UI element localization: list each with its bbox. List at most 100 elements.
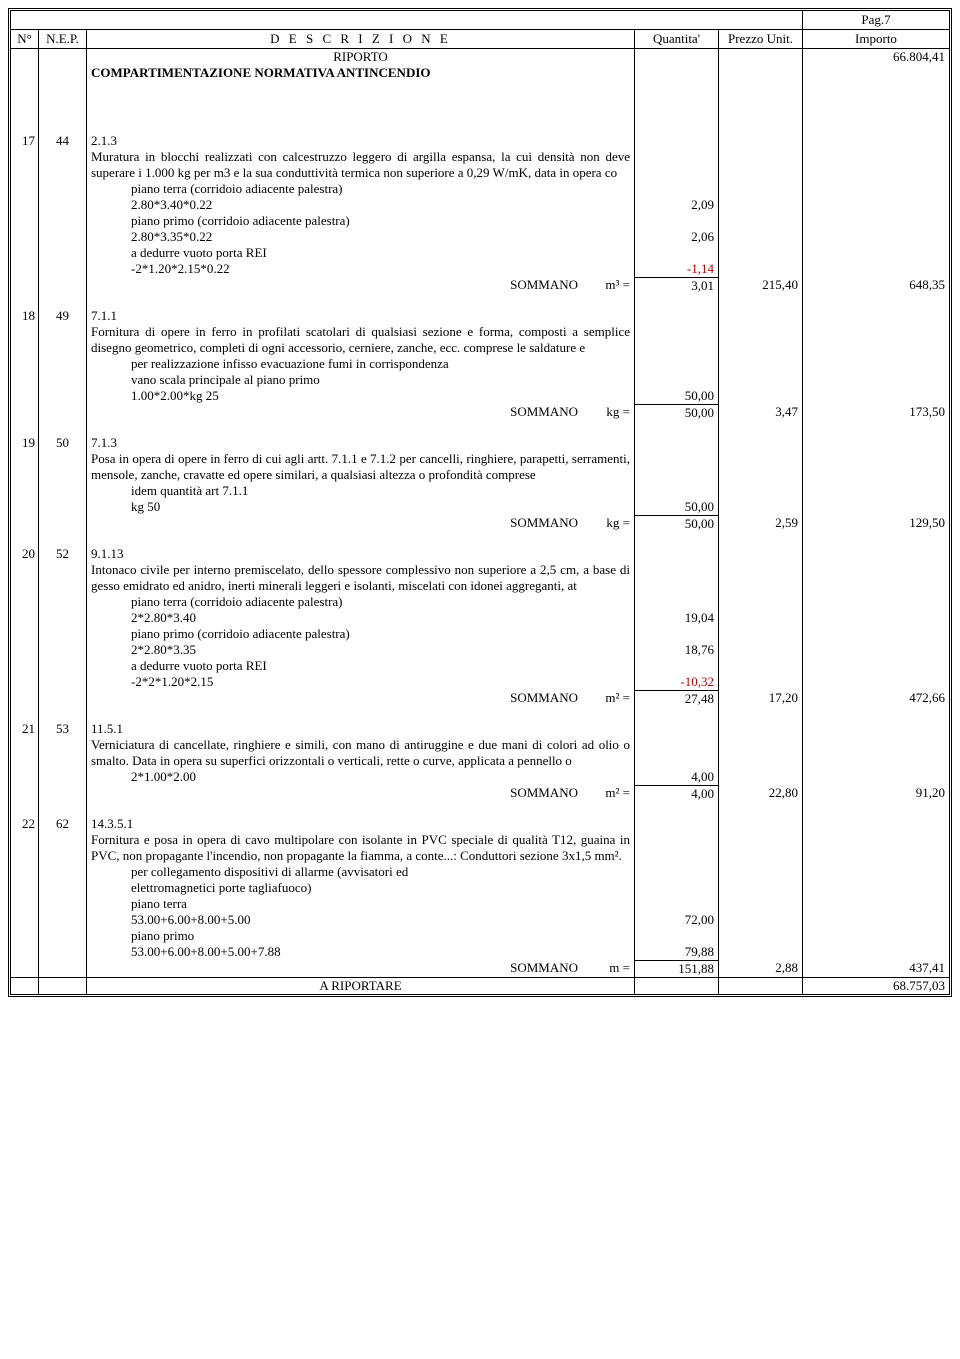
sommano-label: SOMMANOm³ =: [87, 277, 635, 294]
item-desc: Intonaco civile per interno premiscelato…: [87, 562, 635, 594]
item-desc-row: Intonaco civile per interno premiscelato…: [11, 562, 949, 594]
item-nep: 52: [39, 546, 87, 562]
item-detail-qty: 18,76: [635, 642, 719, 658]
section-row: COMPARTIMENTAZIONE NORMATIVA ANTINCENDIO: [11, 65, 949, 81]
item-detail-qty: 50,00: [635, 499, 719, 515]
header-price: Prezzo Unit.: [719, 30, 803, 48]
item-code-row: 17442.1.3: [11, 133, 949, 149]
item-desc-row: Fornitura e posa in opera di cavo multip…: [11, 832, 949, 864]
item-detail-row: piano primo (corridoio adiacente palestr…: [11, 626, 949, 642]
item-n: 18: [11, 308, 39, 324]
item-detail-qty: [635, 928, 719, 944]
item-detail-row: piano primo: [11, 928, 949, 944]
item-detail-row: 53.00+6.00+8.00+5.0072,00: [11, 912, 949, 928]
item-detail: elettromagnetici porte tagliafuoco): [87, 880, 635, 896]
item-detail-row: per realizzazione infisso evacuazione fu…: [11, 356, 949, 372]
item-detail-qty: -10,32: [635, 674, 719, 690]
section-title: COMPARTIMENTAZIONE NORMATIVA ANTINCENDIO: [87, 65, 635, 81]
item-detail: a dedurre vuoto porta REI: [87, 658, 635, 674]
item-detail-row: idem quantità art 7.1.1: [11, 483, 949, 499]
item-nep: 44: [39, 133, 87, 149]
item-detail-row: a dedurre vuoto porta REI: [11, 245, 949, 261]
item-gap: [11, 421, 949, 435]
item-detail-qty: 2,09: [635, 197, 719, 213]
sommano-unit: m³ =: [582, 277, 630, 293]
sommano-price: 2,59: [719, 515, 803, 532]
item-detail: 2.80*3.40*0.22: [87, 197, 635, 213]
sommano-unit: kg =: [582, 515, 630, 531]
sommano-label: SOMMANOm² =: [87, 785, 635, 802]
sommano-price: 215,40: [719, 277, 803, 294]
sommano-label: SOMMANOm =: [87, 960, 635, 977]
item-detail-qty: [635, 245, 719, 261]
item-code-row: 18497.1.1: [11, 308, 949, 324]
riporto-row: RIPORTO 66.804,41: [11, 49, 949, 65]
item-gap: [11, 802, 949, 816]
item-detail-row: elettromagnetici porte tagliafuoco): [11, 880, 949, 896]
item-code-row: 215311.5.1: [11, 721, 949, 737]
item-detail: vano scala principale al piano primo: [87, 372, 635, 388]
item-code: 14.3.5.1: [87, 816, 635, 832]
item-gap: [11, 294, 949, 308]
item-n: 17: [11, 133, 39, 149]
riporto-value: 66.804,41: [803, 49, 949, 65]
item-desc-row: Verniciatura di cancellate, ringhiere e …: [11, 737, 949, 769]
sommano-qty: 50,00: [635, 515, 719, 532]
item-detail-qty: 50,00: [635, 388, 719, 404]
item-detail-qty: [635, 626, 719, 642]
item-detail-row: kg 5050,00: [11, 499, 949, 515]
a-riportare-label: A RIPORTARE: [87, 978, 635, 994]
item-nep: 62: [39, 816, 87, 832]
item-desc-row: Fornitura di opere in ferro in profilati…: [11, 324, 949, 356]
item-code: 7.1.3: [87, 435, 635, 451]
header-nep: N.E.P.: [39, 30, 87, 48]
item-detail: -2*1.20*2.15*0.22: [87, 261, 635, 277]
item-n: 22: [11, 816, 39, 832]
item-detail-row: 53.00+6.00+8.00+5.00+7.8879,88: [11, 944, 949, 960]
item-gap: [11, 707, 949, 721]
sommano-imp: 129,50: [803, 515, 949, 532]
item-detail-qty: [635, 896, 719, 912]
item-nep: 53: [39, 721, 87, 737]
item-desc-row: Muratura in blocchi realizzati con calce…: [11, 149, 949, 181]
sommano-row: SOMMANOm =151,882,88437,41: [11, 960, 949, 977]
sommano-row: SOMMANOm² =27,4817,20472,66: [11, 690, 949, 707]
item-desc: Fornitura e posa in opera di cavo multip…: [87, 832, 635, 864]
gap: [11, 81, 949, 133]
sommano-qty: 27,48: [635, 690, 719, 707]
sommano-qty: 4,00: [635, 785, 719, 802]
item-detail: piano primo (corridoio adiacente palestr…: [87, 213, 635, 229]
item-detail: piano terra: [87, 896, 635, 912]
item-detail-row: per collegamento dispositivi di allarme …: [11, 864, 949, 880]
item-detail-row: 2.80*3.40*0.222,09: [11, 197, 949, 213]
sommano-label: SOMMANOkg =: [87, 515, 635, 532]
item-detail-qty: [635, 213, 719, 229]
item-nep: 49: [39, 308, 87, 324]
item-detail-qty: 19,04: [635, 610, 719, 626]
item-detail: 2*2.80*3.40: [87, 610, 635, 626]
item-detail-row: 2*2.80*3.4019,04: [11, 610, 949, 626]
item-detail: per collegamento dispositivi di allarme …: [87, 864, 635, 880]
item-detail-qty: [635, 181, 719, 197]
item-detail: 53.00+6.00+8.00+5.00+7.88: [87, 944, 635, 960]
header-imp: Importo: [803, 30, 949, 48]
item-detail-row: piano terra: [11, 896, 949, 912]
item-n: 19: [11, 435, 39, 451]
item-code-row: 226214.3.5.1: [11, 816, 949, 832]
sommano-price: 2,88: [719, 960, 803, 977]
item-detail: piano terra (corridoio adiacente palestr…: [87, 594, 635, 610]
sommano-row: SOMMANOkg =50,002,59129,50: [11, 515, 949, 532]
item-detail-qty: 4,00: [635, 769, 719, 785]
item-detail-qty: -1,14: [635, 261, 719, 277]
item-desc: Fornitura di opere in ferro in profilati…: [87, 324, 635, 356]
sommano-row: SOMMANOm³ =3,01215,40648,35: [11, 277, 949, 294]
sommano-label: SOMMANOm² =: [87, 690, 635, 707]
item-detail-row: 1.00*2.00*kg 2550,00: [11, 388, 949, 404]
item-code: 9.1.13: [87, 546, 635, 562]
sommano-unit: kg =: [582, 404, 630, 420]
item-detail-qty: [635, 594, 719, 610]
item-desc: Verniciatura di cancellate, ringhiere e …: [87, 737, 635, 769]
item-detail-row: -2*2*1.20*2.15-10,32: [11, 674, 949, 690]
a-riportare-row: A RIPORTARE 68.757,03: [11, 977, 949, 994]
item-detail-qty: [635, 483, 719, 499]
